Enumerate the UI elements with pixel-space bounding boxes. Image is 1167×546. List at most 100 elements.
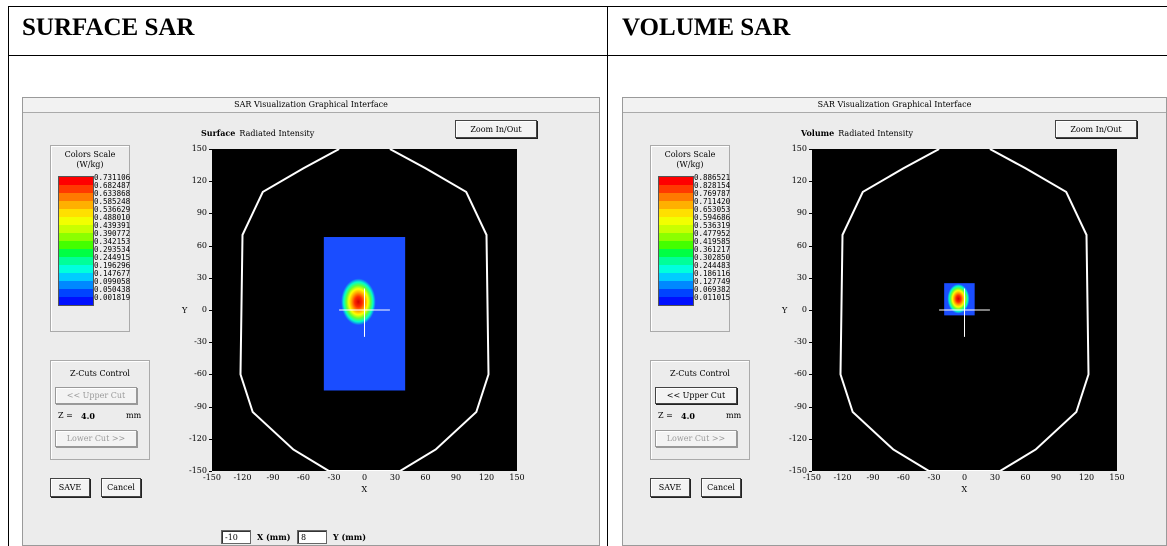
color-scale-value: 0.711420 (694, 197, 731, 206)
color-scale-swatch (59, 225, 93, 233)
x-tick-label: 0 (361, 473, 368, 482)
color-scale-swatch (59, 273, 93, 281)
y-tick-mark (209, 310, 212, 311)
color-scale-value: 0.147677 (94, 269, 131, 278)
x-coordinate-input[interactable]: -10 (221, 530, 251, 544)
color-scale-value: 0.011015 (694, 293, 731, 302)
table-divider (607, 6, 608, 546)
lower-cut-button[interactable]: Lower Cut >> (655, 430, 737, 447)
y-tick-label: 90 (196, 208, 207, 218)
color-scale-unit: (W/kg) (676, 160, 704, 169)
x-tick-label: 30 (389, 473, 401, 482)
y-tick-label: -30 (194, 337, 207, 347)
y-tick-mark (209, 374, 212, 376)
sar-plot-area[interactable] (212, 149, 517, 471)
color-scale-swatch (59, 177, 93, 185)
z-cuts-title: Z-Cuts Control (670, 369, 730, 378)
upper-cut-button[interactable]: << Upper Cut (55, 387, 137, 404)
y-tick-label: 90 (796, 208, 807, 218)
color-scale-swatch (659, 185, 693, 193)
y-tick-label: 0 (201, 305, 207, 314)
color-scale-swatch (59, 201, 93, 209)
y-tick-mark (809, 181, 812, 183)
plot-heading-text: Radiated Intensity (239, 129, 315, 138)
y-tick-label: -120 (189, 433, 207, 443)
plot-heading: Volume Radiated Intensity (801, 128, 913, 138)
color-scale-swatch (59, 185, 93, 193)
color-scale-value: 0.731106 (94, 173, 131, 182)
y-tick-mark (809, 277, 812, 279)
color-scale-swatch (59, 257, 93, 265)
color-scale-swatch (659, 217, 693, 225)
color-scale-swatch (59, 249, 93, 257)
color-scale-swatch (59, 265, 93, 273)
color-scale-swatch (659, 201, 693, 209)
cancel-button[interactable]: Cancel (101, 478, 141, 497)
color-scale-panel: Colors Scale (W/kg) 0.886521 0.828154 0.7697… (650, 145, 730, 332)
y-tick-mark (809, 342, 812, 344)
zoom-in-out-button[interactable]: Zoom In/Out (1055, 120, 1137, 138)
y-tick-label: 30 (796, 272, 807, 282)
zoom-in-out-button[interactable]: Zoom In/Out (455, 120, 537, 138)
color-scale-values: 0.886521 0.828154 0.769787 0.711420 0.653053… (694, 174, 730, 302)
y-tick-label: -90 (194, 401, 207, 411)
x-tick-label: 90 (1050, 473, 1062, 482)
color-scale-value: 0.769787 (694, 189, 731, 198)
color-scale-swatch (659, 225, 693, 233)
upper-cut-button[interactable]: << Upper Cut (655, 387, 737, 404)
plot-heading-mode: Surface (201, 128, 236, 138)
y-axis-label: Y (782, 306, 788, 315)
x-coordinate-label: X (mm) (257, 532, 291, 542)
color-scale-title: Colors Scale (664, 150, 716, 159)
cancel-button[interactable]: Cancel (701, 478, 741, 497)
x-tick-label: -30 (927, 473, 941, 482)
x-tick-label: 0 (961, 473, 968, 482)
plot-heading-text: Radiated Intensity (838, 129, 914, 138)
lower-cut-button[interactable]: Lower Cut >> (55, 430, 137, 447)
z-label: Z = (58, 411, 73, 420)
plot-heading-mode: Volume (801, 128, 835, 138)
y-coordinate-input[interactable]: 8 (297, 530, 327, 544)
y-tick-label: -150 (189, 466, 207, 475)
color-scale-value: 0.293534 (94, 245, 131, 254)
x-axis-label: X (361, 485, 368, 494)
sar-hotspot (947, 283, 970, 314)
color-scale-swatch (59, 193, 93, 201)
y-tick-label: 120 (191, 176, 207, 186)
color-scale-unit: (W/kg) (76, 160, 104, 169)
color-scale-value: 0.001819 (94, 293, 131, 302)
color-scale-value: 0.069382 (694, 285, 731, 294)
color-scale-value: 0.302850 (694, 253, 731, 262)
y-tick-label: 30 (196, 272, 207, 282)
z-value: 4.0 (681, 411, 695, 421)
x-tick-label: 60 (420, 473, 431, 482)
color-scale-value: 0.585248 (94, 197, 131, 206)
y-coordinate-label: Y (mm) (333, 532, 366, 542)
y-tick-label: 150 (191, 144, 207, 153)
color-scale-bar (58, 176, 94, 306)
x-tick-label: -120 (833, 473, 852, 482)
color-scale-swatch (59, 233, 93, 241)
y-tick-mark (209, 277, 212, 279)
sar-plot-area[interactable] (812, 149, 1117, 471)
phantom-outline (839, 149, 1090, 471)
color-scale-swatch (659, 257, 693, 265)
x-tick-label: 150 (1109, 473, 1125, 482)
z-cuts-panel: Z-Cuts Control << Upper Cut Z = 4.0 mm Lower … (50, 360, 150, 460)
x-tick-label: -30 (327, 473, 341, 482)
save-button[interactable]: SAVE (50, 478, 90, 497)
x-tick-label: -120 (233, 473, 252, 482)
color-scale-value: 0.186116 (694, 269, 731, 278)
x-axis-label: X (961, 485, 968, 494)
color-scale-swatch (59, 209, 93, 217)
sar-window-surface: SAR Visualization Graphical Interface Sur… (22, 97, 600, 546)
plot-heading: Surface Radiated Intensity (201, 128, 314, 138)
color-scale-value: 0.050438 (94, 285, 131, 294)
y-axis-label: Y (182, 306, 188, 315)
y-tick-mark (209, 406, 212, 408)
color-scale-title: Colors Scale (64, 150, 116, 159)
save-button[interactable]: SAVE (650, 478, 690, 497)
color-scale-value: 0.127749 (694, 277, 731, 286)
color-scale-value: 0.653053 (694, 205, 731, 214)
y-tick-mark (809, 149, 812, 150)
